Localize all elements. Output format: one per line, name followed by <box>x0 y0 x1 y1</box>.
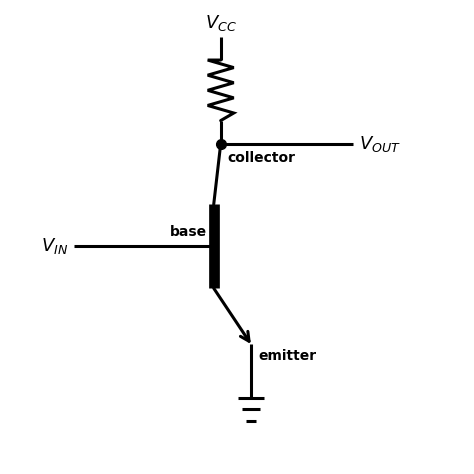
Text: base: base <box>170 225 207 239</box>
Text: $V_{IN}$: $V_{IN}$ <box>41 237 68 256</box>
Text: $V_{OUT}$: $V_{OUT}$ <box>359 134 401 154</box>
Text: emitter: emitter <box>258 349 316 363</box>
Text: collector: collector <box>228 151 296 165</box>
Text: $V_{CC}$: $V_{CC}$ <box>205 13 237 33</box>
